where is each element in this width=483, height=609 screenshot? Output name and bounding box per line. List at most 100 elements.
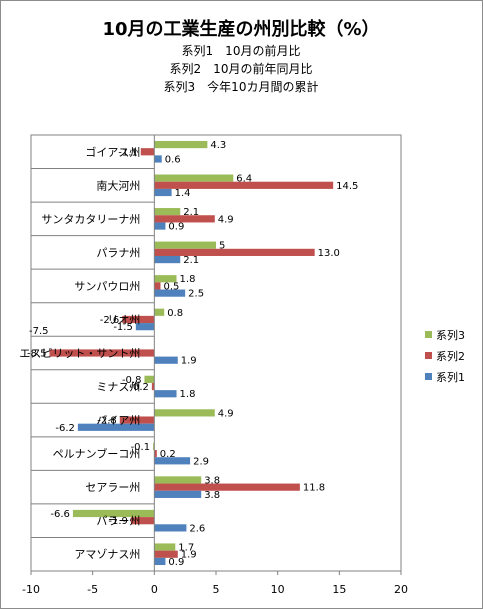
bar-系列1 xyxy=(154,155,162,163)
bar-系列3 xyxy=(154,208,181,216)
data-label: 1.8 xyxy=(180,274,196,285)
bar-系列2 xyxy=(154,450,157,458)
legend-label: 系列2 xyxy=(436,349,465,363)
bar-系列2 xyxy=(122,315,155,324)
data-label: 2.6 xyxy=(189,523,205,534)
category-label: パラー州 xyxy=(96,515,140,528)
data-label: 4.3 xyxy=(210,140,226,151)
bar-系列2 xyxy=(154,483,300,491)
bar-系列1 xyxy=(154,524,187,532)
bar-系列1 xyxy=(154,490,202,498)
data-label: 2.9 xyxy=(193,456,209,467)
data-label: 0.9 xyxy=(168,557,184,568)
data-label: 1.9 xyxy=(181,356,197,367)
chart-subtitle-line-2: 系列2 10月の前年同月比 xyxy=(170,61,313,76)
data-label: -1.9 xyxy=(108,516,128,527)
bar-系列1 xyxy=(154,356,178,364)
bar-系列3 xyxy=(153,442,155,451)
bar-系列1 xyxy=(154,222,166,230)
bar-系列3 xyxy=(154,409,215,417)
data-label: -6.6 xyxy=(50,509,70,520)
data-label: -0.2 xyxy=(129,382,149,393)
category-label: セアラー州 xyxy=(85,481,140,494)
chart-subtitle-line-3: 系列3 今年10カ月間の累計 xyxy=(164,79,319,94)
bar-系列2 xyxy=(140,148,155,156)
x-tick-label: 15 xyxy=(332,583,346,596)
data-label: 13.0 xyxy=(318,248,340,259)
category-label: アマゾナス州 xyxy=(74,548,140,561)
bar-系列2 xyxy=(154,181,334,189)
data-label: 5 xyxy=(219,241,225,252)
chart-subtitle-line-1: 系列1 10月の前月比 xyxy=(182,43,301,58)
data-label: -0.8 xyxy=(122,375,142,386)
data-label-extra: -7.5 xyxy=(29,326,49,337)
category-label: ミナス州 xyxy=(96,381,140,394)
data-label: 0.2 xyxy=(160,449,176,460)
bar-系列2 xyxy=(151,382,155,391)
x-tick-label: 0 xyxy=(151,583,158,596)
legend-label: 系列3 xyxy=(436,328,465,342)
data-label: 14.5 xyxy=(336,181,358,192)
data-label: 4.9 xyxy=(218,408,234,419)
bar-系列1 xyxy=(154,188,172,197)
legend-label: 系列1 xyxy=(436,370,465,384)
data-label: 2.5 xyxy=(188,289,204,300)
category-label: サンパウロ州 xyxy=(74,280,140,293)
data-label: -1.5 xyxy=(113,322,133,333)
data-label: -2.8 xyxy=(97,416,117,427)
legend-swatch-系列1 xyxy=(425,373,432,380)
bar-系列2 xyxy=(154,215,215,223)
bar-系列3 xyxy=(154,174,234,182)
data-label: 3.8 xyxy=(204,475,220,486)
legend: 系列3 系列2 系列1 xyxy=(425,328,465,384)
category-label: バイア州 xyxy=(96,414,140,427)
data-label: 2.1 xyxy=(183,255,199,266)
bar-系列3 xyxy=(72,509,155,518)
data-label: 2.1 xyxy=(183,207,199,218)
bar-系列2 xyxy=(154,550,178,558)
data-label: 0.6 xyxy=(165,154,181,165)
bar-系列3 xyxy=(154,241,216,249)
legend-swatch-系列2 xyxy=(425,352,432,359)
category-label: ペルナンブーコ州 xyxy=(53,447,141,461)
x-tick-label: 5 xyxy=(213,583,220,596)
bar-系列3 xyxy=(144,375,155,383)
bar-系列1 xyxy=(154,457,191,465)
bar-系列1 xyxy=(154,255,181,264)
data-label: -8.5 xyxy=(27,349,47,360)
bar-系列1 xyxy=(154,557,166,566)
chart-title: 10月の工業生産の州別比較（%） xyxy=(102,18,379,40)
x-tick-label: -10 xyxy=(22,583,40,596)
category-label: ゴイアス州 xyxy=(85,145,140,159)
bar-系列3 xyxy=(154,275,177,283)
category-label: エスピリット・サント州 xyxy=(19,347,140,360)
bar-系列2 xyxy=(154,248,315,256)
data-label: 6.4 xyxy=(236,174,252,185)
bar-系列1 xyxy=(77,423,155,431)
legend-swatch-系列3 xyxy=(425,331,432,338)
bar-系列2 xyxy=(119,416,155,424)
bar-系列3 xyxy=(154,543,176,551)
x-tick-label: -5 xyxy=(87,583,98,596)
bar-系列3 xyxy=(154,140,208,149)
data-label: -6.2 xyxy=(55,423,75,434)
data-label: 0.8 xyxy=(167,308,183,319)
bar-系列2 xyxy=(49,349,155,357)
data-label: -0.1 xyxy=(131,442,151,453)
data-label: 1.9 xyxy=(181,550,197,561)
data-label: 3.8 xyxy=(204,490,220,501)
bar-系列2 xyxy=(130,517,155,525)
bar-系列1 xyxy=(154,390,177,398)
category-label: 南大河州 xyxy=(96,178,140,192)
x-tick-label: 20 xyxy=(394,583,408,596)
category-label: サンタカタリーナ州 xyxy=(41,213,140,226)
category-label: リオ州 xyxy=(107,313,140,326)
data-label: 11.8 xyxy=(303,483,325,494)
data-label: 1.4 xyxy=(175,188,191,199)
bar-系列3 xyxy=(154,308,165,316)
data-label: 4.9 xyxy=(218,214,234,225)
bar-系列2 xyxy=(154,282,161,290)
data-label: 0.9 xyxy=(168,222,184,233)
